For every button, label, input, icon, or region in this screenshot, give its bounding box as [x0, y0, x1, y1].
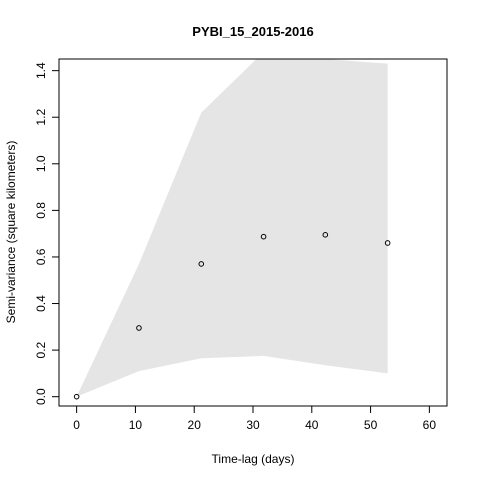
x-tick-label: 10 [129, 418, 143, 432]
points-layer [73, 232, 391, 400]
y-axis: 0.0 0.2 0.4 0.6 0.8 1.0 1.2 1.4 [34, 62, 60, 405]
y-axis-label: Semi-variance (square kilometers) [4, 141, 18, 324]
x-tick-label: 50 [364, 418, 378, 432]
data-point [322, 232, 329, 238]
data-point [198, 261, 205, 267]
confidence-envelope [76, 59, 388, 397]
x-axis-label: Time-lag (days) [212, 452, 295, 466]
data-point [384, 240, 391, 246]
x-tick-label: 20 [188, 418, 202, 432]
data-point [136, 325, 142, 331]
x-axis: 0 10 20 30 40 50 60 [73, 405, 437, 432]
data-point [73, 393, 80, 400]
y-tick-label: 0.4 [34, 295, 48, 312]
x-tick-label: 30 [246, 418, 260, 432]
y-tick-label: 0.2 [34, 341, 48, 358]
data-point [260, 233, 267, 240]
x-tick-label: 60 [423, 418, 437, 432]
chart-title: PYBI_15_2015-2016 [192, 24, 313, 39]
envelope-layer [76, 59, 388, 397]
y-tick-label: 1.0 [34, 155, 48, 172]
y-tick-label: 1.2 [34, 109, 48, 126]
y-tick-label: 0.0 [34, 388, 48, 405]
y-tick-label: 0.8 [34, 202, 48, 219]
y-tick-label: 0.6 [34, 248, 48, 265]
x-tick-label: 0 [73, 418, 80, 432]
x-tick-label: 40 [305, 418, 319, 432]
y-tick-label: 1.4 [34, 62, 48, 79]
